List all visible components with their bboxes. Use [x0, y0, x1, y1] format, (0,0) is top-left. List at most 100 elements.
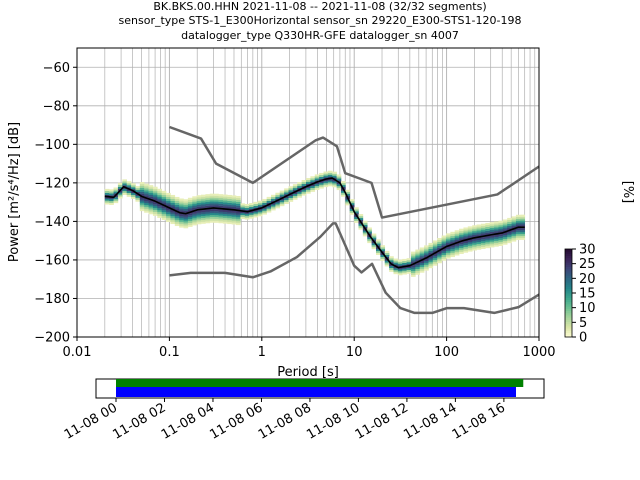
psd-bin [157, 215, 162, 218]
psd-bin [467, 230, 473, 233]
psd-bin [354, 218, 359, 221]
psd-bin [170, 206, 176, 209]
psd-bin [249, 216, 254, 219]
colorbar-step [565, 319, 572, 322]
psd-bin [511, 231, 517, 234]
psd-bin [170, 198, 176, 201]
psd-bin [166, 208, 171, 211]
colorbar-step [565, 295, 572, 298]
psd-bin [450, 231, 456, 234]
psd-bin [441, 250, 447, 254]
psd-bin [275, 202, 281, 205]
psd-bin [214, 201, 219, 204]
psd-bin [279, 200, 285, 203]
psd-bin [402, 258, 407, 262]
psd-bin [253, 215, 259, 218]
psd-bin [157, 213, 162, 216]
psd-bin [310, 180, 316, 183]
psd-bin [113, 189, 119, 192]
psd-bin [397, 259, 403, 262]
psd-bin [454, 253, 460, 256]
psd-bin [424, 247, 429, 250]
psd-bin [187, 224, 193, 227]
psd-bin [183, 218, 189, 221]
psd-bin [450, 253, 456, 256]
psd-bin [249, 203, 254, 206]
psd-bin [131, 194, 136, 197]
psd-bin [214, 199, 219, 202]
psd-bin [222, 194, 228, 197]
psd-bin [327, 176, 333, 179]
psd-bin [507, 235, 512, 238]
psd-bin [271, 198, 276, 201]
colorbar-step [565, 315, 572, 318]
psd-bin [144, 185, 149, 188]
psd-bin [323, 183, 329, 186]
psd-bin [148, 192, 154, 196]
psd-bin [257, 204, 263, 207]
psd-bin [445, 254, 451, 257]
psd-bin [476, 232, 482, 235]
psd-bin [336, 187, 342, 191]
colorbar-step [565, 323, 572, 327]
psd-bin [327, 170, 333, 173]
psd-bin [161, 206, 167, 209]
psd-bin [472, 246, 477, 249]
psd-bin [498, 243, 504, 246]
psd-bin [437, 247, 442, 250]
psd-bin [166, 202, 171, 205]
psd-bin [306, 185, 311, 188]
psd-bin [410, 270, 416, 274]
psd-bin [498, 220, 504, 223]
psd-bin [131, 196, 136, 199]
psd-bin [262, 208, 267, 211]
psd-bin [227, 206, 232, 209]
psd-bin [183, 226, 189, 229]
psd-bin [201, 215, 206, 218]
psd-bin [179, 200, 184, 203]
psd-bin [109, 193, 114, 196]
psd-bin [236, 222, 241, 226]
psd-bin [428, 258, 434, 261]
psd-bin [231, 206, 237, 210]
psd-bin [319, 180, 324, 183]
psd-bin [480, 242, 486, 246]
psd-bin [472, 229, 477, 232]
colorbar-step [565, 266, 572, 270]
psd-bin [187, 197, 193, 200]
psd-bin [104, 190, 110, 193]
psd-bin [467, 249, 473, 252]
psd-bin [428, 256, 434, 259]
psd-bin [288, 188, 294, 191]
psd-bin [126, 185, 132, 188]
psd-bin [117, 186, 123, 189]
psd-bin [166, 194, 171, 197]
psd-bin [450, 237, 456, 240]
psd-bin [218, 219, 224, 222]
psd-bin [144, 208, 149, 211]
psd-bin [157, 211, 162, 215]
colorbar-step [565, 273, 572, 276]
psd-bin [196, 204, 202, 207]
psd-bin [463, 233, 469, 236]
noise-model-low [169, 222, 540, 315]
psd-bin [218, 205, 224, 208]
psd-bin [144, 187, 149, 190]
psd-bin [157, 206, 162, 209]
psd-bin [432, 259, 438, 262]
psd-bin [126, 192, 132, 195]
psd-bin [498, 239, 504, 243]
psd-bin [113, 199, 119, 202]
psd-bin [485, 222, 490, 226]
psd-bin [397, 269, 403, 272]
psd-bin [476, 237, 482, 241]
mean-psd-line [104, 177, 525, 269]
psd-bin [218, 209, 224, 212]
psd-bin [227, 220, 232, 223]
psd-bin [139, 182, 145, 185]
psd-bin [437, 239, 442, 243]
psd-bin [380, 256, 386, 259]
psd-bin [507, 225, 512, 228]
title-line-1: BK.BKS.00.HHN 2021-11-08 -- 2021-11-08 (… [153, 0, 486, 13]
